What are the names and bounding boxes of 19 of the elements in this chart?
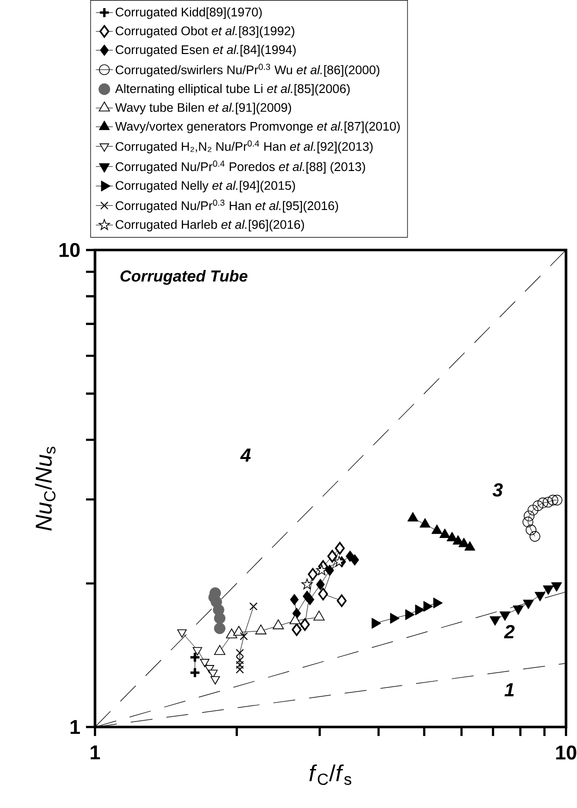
legend-label: Corrugated Nelly et al.[94](2015) bbox=[116, 180, 295, 192]
legend-label: Corrugated Esen et al.[84](1994) bbox=[116, 44, 296, 57]
legend-label: Alternating elliptical tube Li et al.[85](2006) bbox=[115, 84, 350, 96]
annotation: 4 bbox=[240, 448, 251, 462]
legend-label: Corrugated Nu/Pr$^{0.4}$ Poredos et al.[88] (2013) bbox=[116, 160, 366, 174]
legend-label: Wavy tube Bilen et al.[91](2009) bbox=[115, 102, 292, 114]
annotation: 2 bbox=[504, 624, 515, 638]
legend-label: Corrugated H₂,N₂ Nu/Pr$^{0.4}$ Han et al.[92](2013) bbox=[116, 140, 373, 154]
text: Corrugated Tube bbox=[120, 270, 248, 285]
y-axis-title: Nu$_{C}$/Nu$_{s}$ bbox=[34, 446, 56, 531]
legend-label: Corrugated/swirlers Nu/Pr$^{0.3}$ Wu et al.[86](2000) bbox=[116, 64, 380, 77]
annotation: 3 bbox=[492, 483, 503, 497]
legend-label: Corrugated Obot et al.[83](1992) bbox=[116, 26, 294, 38]
annotation: 1 bbox=[504, 683, 514, 696]
legend-label: Corrugated Nu/Pr$^{0.3}$ Han et al.[95](2016) bbox=[116, 200, 338, 213]
x-axis-title: f$_{C}$/f$_{s}$ bbox=[309, 764, 352, 785]
legend-label: Corrugated Kidd[89](1970) bbox=[116, 7, 262, 19]
legend-label: Wavy/vortex generators Promvonge et al.[87](2010) bbox=[115, 122, 400, 134]
legend-label: Corrugated Harleb et al.[96](2016) bbox=[116, 220, 304, 232]
